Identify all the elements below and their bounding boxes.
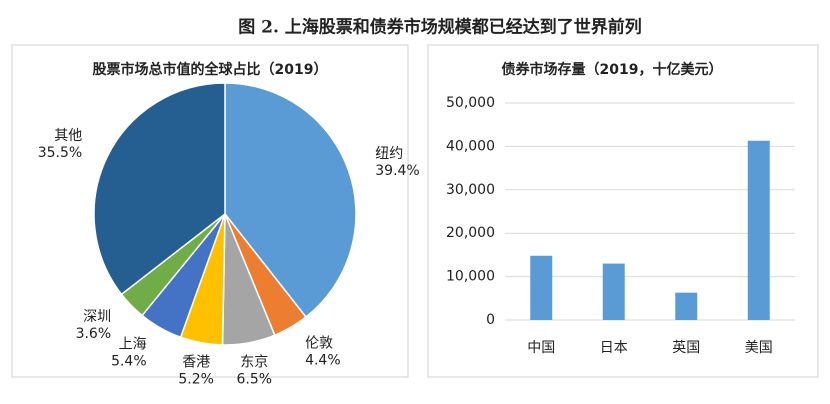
right-panel	[427, 44, 819, 378]
pie-slice	[93, 82, 226, 296]
pie-slice	[224, 82, 357, 319]
y-tick-label: 20,000	[446, 225, 495, 241]
x-tick-label: 英国	[672, 339, 700, 356]
slice-value-label: 3.6%	[76, 326, 112, 342]
slice-value-label: 35.5%	[38, 145, 82, 161]
y-tick-label: 10,000	[446, 269, 495, 285]
slice-label: 其他 35.5%	[38, 128, 82, 161]
slice-value-label: 5.2%	[178, 371, 214, 387]
bar	[675, 292, 698, 320]
slice-value-label: 4.4%	[305, 352, 341, 368]
slice-category: 香港	[182, 354, 210, 370]
slice-label: 上海 5.4%	[111, 336, 147, 369]
pie-title: 股票市场总市值的全球占比（2019）	[93, 61, 328, 78]
x-tick-label: 美国	[745, 340, 773, 356]
slice-value-label: 39.4%	[375, 163, 419, 179]
x-tick-label: 日本	[600, 340, 628, 356]
y-tick-label: 30,000	[446, 182, 495, 198]
slice-category: 东京	[240, 354, 268, 370]
slice-label: 香港 5.2%	[178, 354, 214, 387]
bar	[602, 263, 625, 320]
y-tick-label: 50,000	[446, 95, 495, 111]
slice-category: 伦敦	[305, 335, 333, 351]
slice-value-label: 6.5%	[237, 371, 273, 387]
y-tick-label: 40,000	[446, 138, 495, 154]
y-tick-label: 0	[486, 312, 495, 328]
slice-label: 伦敦 4.4%	[305, 335, 341, 368]
figure-title: 图 2. 上海股票和债券市场规模都已经达到了世界前列	[238, 17, 642, 38]
bar-title: 债券市场存量（2019，十亿美元）	[502, 61, 723, 78]
slice-label: 深圳 3.6%	[76, 309, 112, 342]
bar	[530, 255, 553, 320]
left-panel	[11, 44, 409, 378]
bar	[747, 140, 770, 320]
slice-category: 其他	[54, 128, 82, 144]
slice-category: 深圳	[83, 309, 111, 325]
x-tick-label: 中国	[527, 340, 555, 356]
slice-value-label: 5.4%	[111, 353, 147, 369]
slice-category: 上海	[119, 336, 147, 352]
slice-label: 纽约 39.4%	[375, 146, 419, 179]
slice-label: 东京 6.5%	[237, 354, 273, 387]
slice-category: 纽约	[375, 146, 403, 162]
